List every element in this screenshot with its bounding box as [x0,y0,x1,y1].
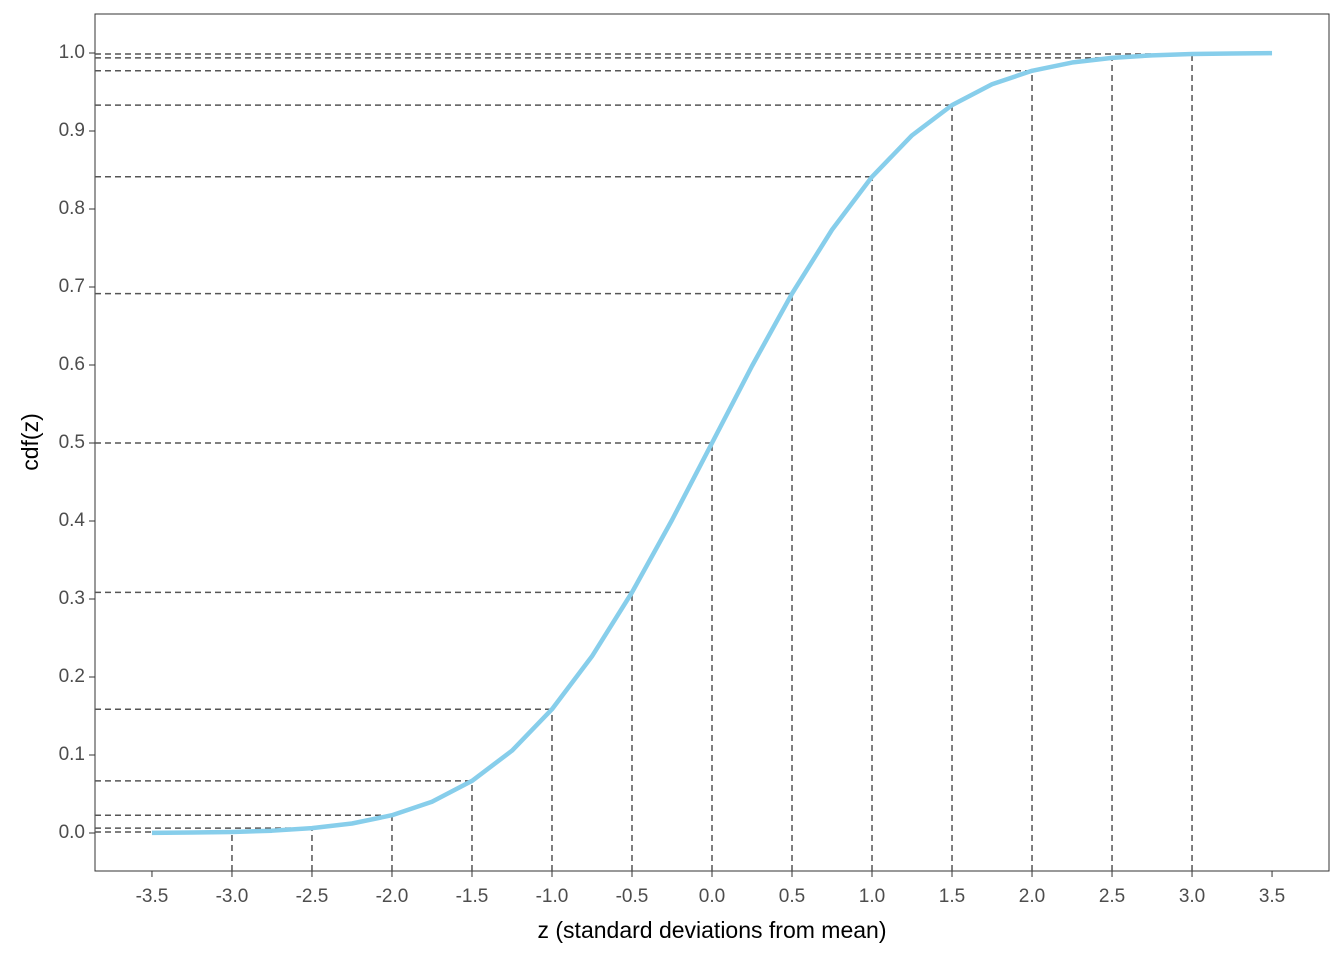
y-tick-label: 0.3 [59,588,85,609]
x-tick-label: -0.5 [616,886,649,907]
x-tick-label: -2.0 [376,886,409,907]
x-tick-label: -3.5 [136,886,169,907]
x-tick-label: -1.0 [536,886,569,907]
y-tick-label: 0.1 [59,744,85,765]
x-tick-label: 0.5 [779,886,805,907]
x-tick-label: 2.0 [1019,886,1045,907]
y-tick-label: 0.4 [59,510,86,531]
x-tick-label: -1.5 [456,886,489,907]
x-tick-label: 3.0 [1179,886,1205,907]
x-tick-label: 3.5 [1259,886,1285,907]
y-axis-title: cdf(z) [17,413,43,471]
x-tick-label: 1.0 [859,886,885,907]
x-tick-label: 1.5 [939,886,965,907]
y-tick-label: 0.9 [59,120,85,141]
x-axis-title: z (standard deviations from mean) [538,917,887,943]
y-tick-label: 0.7 [59,276,85,297]
y-tick-label: 0.8 [59,198,85,219]
x-tick-label: -2.5 [296,886,329,907]
y-tick-label: 0.6 [59,354,85,375]
x-tick-label: -3.0 [216,886,249,907]
y-tick-label: 0.0 [59,822,85,843]
x-tick-label: 0.0 [699,886,725,907]
cdf-line [151,50,1273,836]
y-tick-label: 0.5 [59,432,85,453]
y-tick-label: 1.0 [59,42,85,63]
x-tick-label: 2.5 [1099,886,1125,907]
y-tick-label: 0.2 [59,666,85,687]
